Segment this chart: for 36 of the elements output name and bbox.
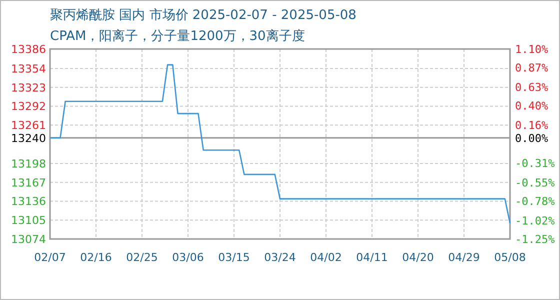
x-tick-label: 04/29	[448, 251, 480, 264]
x-tick-label: 04/02	[310, 251, 342, 264]
y2-tick-label: -0.31%	[515, 157, 556, 170]
x-tick-label: 03/06	[172, 251, 204, 264]
chart-title: 聚丙烯酰胺 国内 市场价 2025-02-07 - 2025-05-08	[50, 8, 356, 23]
y-tick-label: 13240	[11, 132, 46, 145]
y-tick-label: 13354	[11, 62, 46, 76]
x-tick-label: 04/11	[356, 251, 388, 264]
y2-tick-label: 1.10%	[515, 43, 548, 56]
y-tick-label: 13167	[11, 176, 46, 190]
y2-tick-label: -1.25%	[515, 233, 556, 246]
y2-tick-label: -1.02%	[515, 214, 556, 228]
y2-tick-label: 0.00%	[515, 132, 548, 145]
y-tick-label: 13198	[11, 157, 46, 170]
y-tick-label: 13386	[11, 43, 46, 56]
x-tick-label: 05/08	[494, 251, 526, 264]
y2-tick-label: -0.55%	[515, 176, 556, 190]
line-series	[49, 64, 511, 224]
y2-tick-label: -0.78%	[515, 195, 556, 208]
y2-tick-label: 0.87%	[515, 62, 548, 75]
y-tick-label: 13136	[11, 195, 46, 208]
chart-subtitle: CPAM，阳离子，分子量1200万，30离子度	[50, 28, 305, 44]
y-tick-label: 13105	[11, 214, 46, 228]
y2-tick-label: 0.16%	[515, 119, 548, 132]
x-tick-label: 02/07	[34, 251, 66, 264]
y-tick-label: 13323	[11, 81, 46, 94]
y2-tick-label: 0.63%	[515, 81, 548, 94]
y-tick-label: 13261	[11, 119, 46, 132]
x-tick-label: 02/25	[126, 251, 158, 264]
x-tick-label: 04/20	[402, 251, 434, 264]
x-tick-label: 03/15	[218, 251, 250, 264]
x-tick-label: 02/16	[80, 251, 112, 264]
y-tick-label: 13074	[11, 233, 46, 246]
y2-tick-label: 0.40%	[515, 100, 548, 113]
x-tick-label: 03/24	[264, 251, 296, 264]
y-tick-label: 13292	[11, 100, 46, 114]
